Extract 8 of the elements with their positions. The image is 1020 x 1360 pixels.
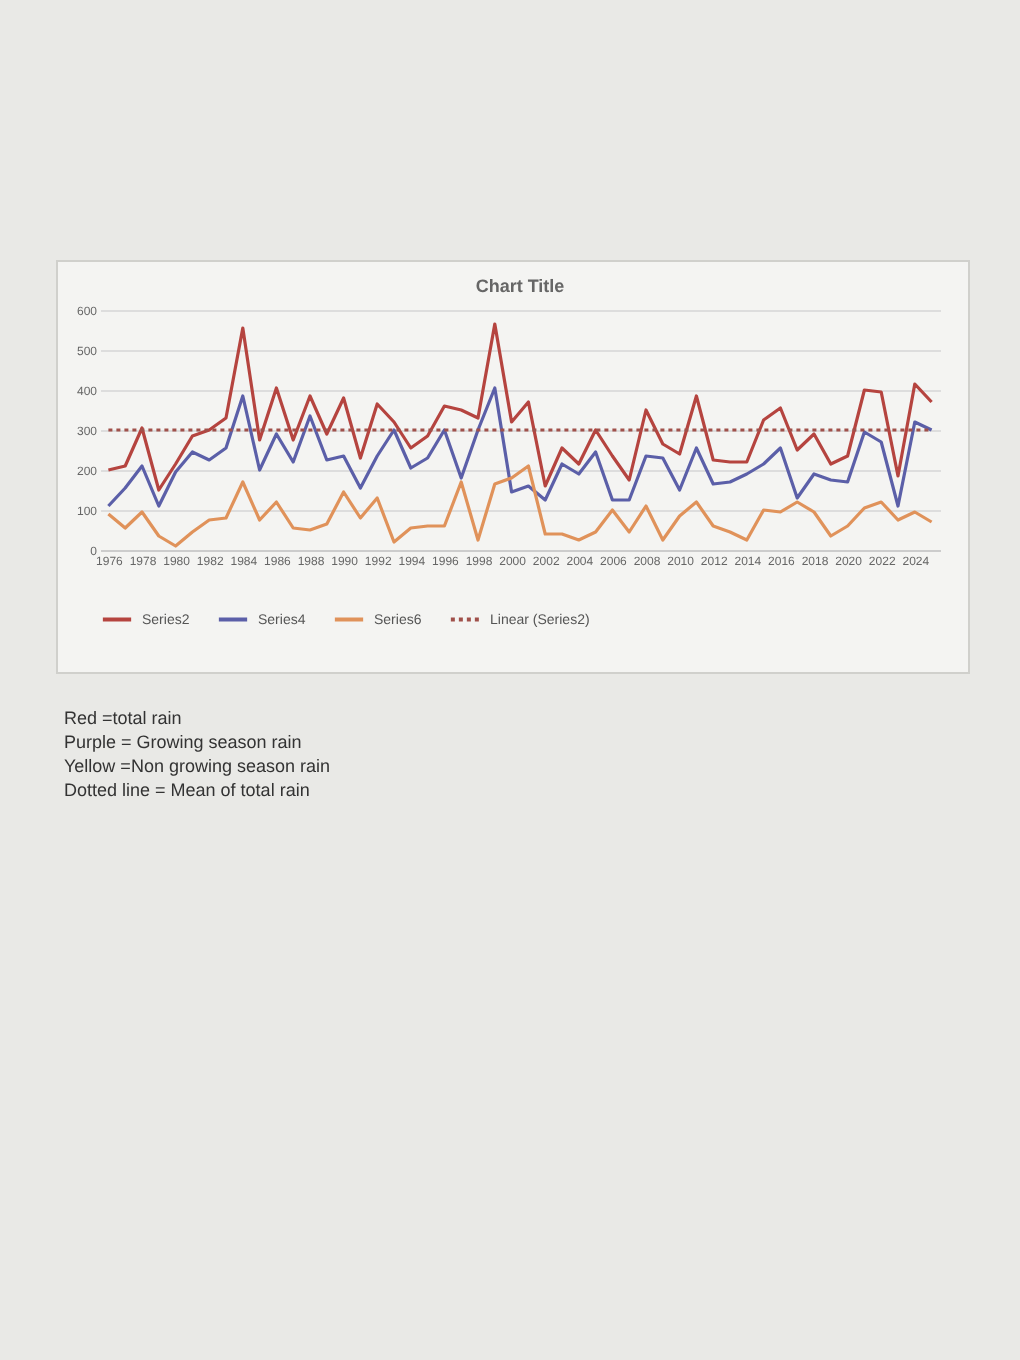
line-series [106, 464, 934, 548]
chart-title: Chart Title [475, 276, 565, 296]
line-series [106, 322, 934, 492]
text: Dotted line = Mean of total rain [64, 778, 312, 802]
line-series [106, 386, 934, 508]
text: Red =total rain [64, 706, 184, 730]
text: Yellow =Non growing season rain [64, 754, 333, 778]
text: Purple = Growing season rain [64, 730, 304, 754]
